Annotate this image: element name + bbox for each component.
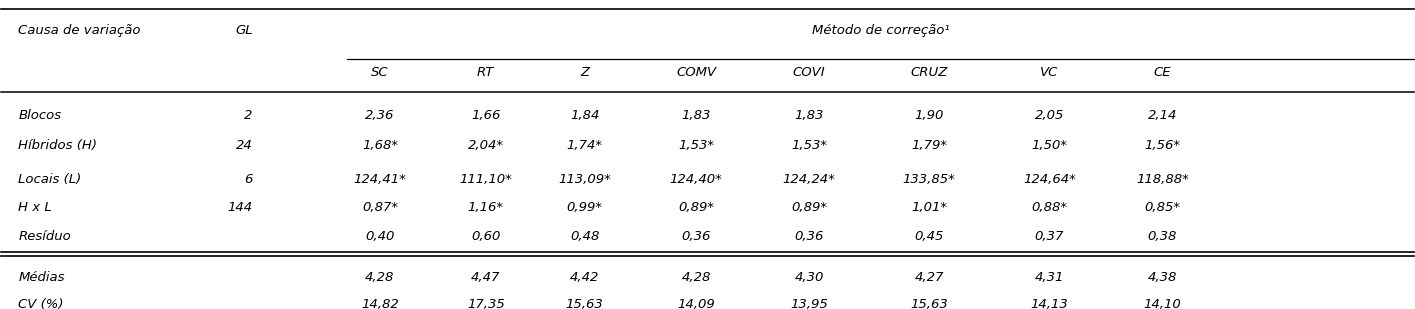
Text: 124,24*: 124,24*	[782, 173, 835, 186]
Text: 0,88*: 0,88*	[1032, 201, 1067, 214]
Text: Resíduo: Resíduo	[18, 230, 71, 243]
Text: 1,16*: 1,16*	[468, 201, 504, 214]
Text: Método de correção¹: Método de correção¹	[812, 24, 949, 37]
Text: Locais (L): Locais (L)	[18, 173, 82, 186]
Text: 0,85*: 0,85*	[1145, 201, 1180, 214]
Text: 144: 144	[228, 201, 253, 214]
Text: Z: Z	[580, 66, 589, 79]
Text: 2,04*: 2,04*	[468, 139, 504, 152]
Text: 4,30: 4,30	[794, 271, 824, 284]
Text: 0,36: 0,36	[682, 230, 710, 243]
Text: 113,09*: 113,09*	[559, 173, 611, 186]
Text: 4,27: 4,27	[914, 271, 944, 284]
Text: 4,28: 4,28	[365, 271, 395, 284]
Text: 1,83: 1,83	[794, 109, 824, 122]
Text: 124,41*: 124,41*	[354, 173, 406, 186]
Text: 1,01*: 1,01*	[911, 201, 947, 214]
Text: 0,40: 0,40	[365, 230, 395, 243]
Text: 14,13: 14,13	[1030, 298, 1068, 309]
Text: H x L: H x L	[18, 201, 52, 214]
Text: 1,56*: 1,56*	[1145, 139, 1180, 152]
Text: CE: CE	[1153, 66, 1172, 79]
Text: 1,74*: 1,74*	[566, 139, 603, 152]
Text: CRUZ: CRUZ	[910, 66, 948, 79]
Text: 1,83: 1,83	[682, 109, 710, 122]
Text: 4,28: 4,28	[682, 271, 710, 284]
Text: 0,38: 0,38	[1148, 230, 1177, 243]
Text: 4,31: 4,31	[1034, 271, 1064, 284]
Text: CV (%): CV (%)	[18, 298, 64, 309]
Text: 24: 24	[236, 139, 253, 152]
Text: Híbridos (H): Híbridos (H)	[18, 139, 98, 152]
Text: 0,99*: 0,99*	[566, 201, 603, 214]
Text: 14,10: 14,10	[1143, 298, 1182, 309]
Text: 0,45: 0,45	[914, 230, 944, 243]
Text: 2,36: 2,36	[365, 109, 395, 122]
Text: 4,47: 4,47	[471, 271, 501, 284]
Text: 2,14: 2,14	[1148, 109, 1177, 122]
Text: GL: GL	[235, 24, 253, 37]
Text: 133,85*: 133,85*	[903, 173, 955, 186]
Text: 17,35: 17,35	[467, 298, 505, 309]
Text: 1,66: 1,66	[471, 109, 501, 122]
Text: 2,05: 2,05	[1034, 109, 1064, 122]
Text: 0,89*: 0,89*	[791, 201, 828, 214]
Text: 15,63: 15,63	[910, 298, 948, 309]
Text: 0,37: 0,37	[1034, 230, 1064, 243]
Text: 0,60: 0,60	[471, 230, 501, 243]
Text: Blocos: Blocos	[18, 109, 61, 122]
Text: 0,87*: 0,87*	[362, 201, 398, 214]
Text: 2: 2	[245, 109, 253, 122]
Text: COVI: COVI	[792, 66, 825, 79]
Text: 118,88*: 118,88*	[1136, 173, 1189, 186]
Text: VC: VC	[1040, 66, 1058, 79]
Text: 14,82: 14,82	[361, 298, 399, 309]
Text: 13,95: 13,95	[791, 298, 828, 309]
Text: 4,38: 4,38	[1148, 271, 1177, 284]
Text: 124,40*: 124,40*	[669, 173, 723, 186]
Text: 111,10*: 111,10*	[460, 173, 512, 186]
Text: 1,90: 1,90	[914, 109, 944, 122]
Text: 0,36: 0,36	[794, 230, 824, 243]
Text: 15,63: 15,63	[566, 298, 604, 309]
Text: Causa de variação: Causa de variação	[18, 24, 142, 37]
Text: 1,79*: 1,79*	[911, 139, 947, 152]
Text: RT: RT	[477, 66, 494, 79]
Text: 6: 6	[245, 173, 253, 186]
Text: 1,84: 1,84	[570, 109, 600, 122]
Text: 0,48: 0,48	[570, 230, 600, 243]
Text: 4,42: 4,42	[570, 271, 600, 284]
Text: 1,53*: 1,53*	[791, 139, 828, 152]
Text: 14,09: 14,09	[678, 298, 715, 309]
Text: 1,68*: 1,68*	[362, 139, 398, 152]
Text: COMV: COMV	[676, 66, 716, 79]
Text: Médias: Médias	[18, 271, 65, 284]
Text: 124,64*: 124,64*	[1023, 173, 1075, 186]
Text: SC: SC	[371, 66, 389, 79]
Text: 1,53*: 1,53*	[678, 139, 715, 152]
Text: 1,50*: 1,50*	[1032, 139, 1067, 152]
Text: 0,89*: 0,89*	[678, 201, 715, 214]
